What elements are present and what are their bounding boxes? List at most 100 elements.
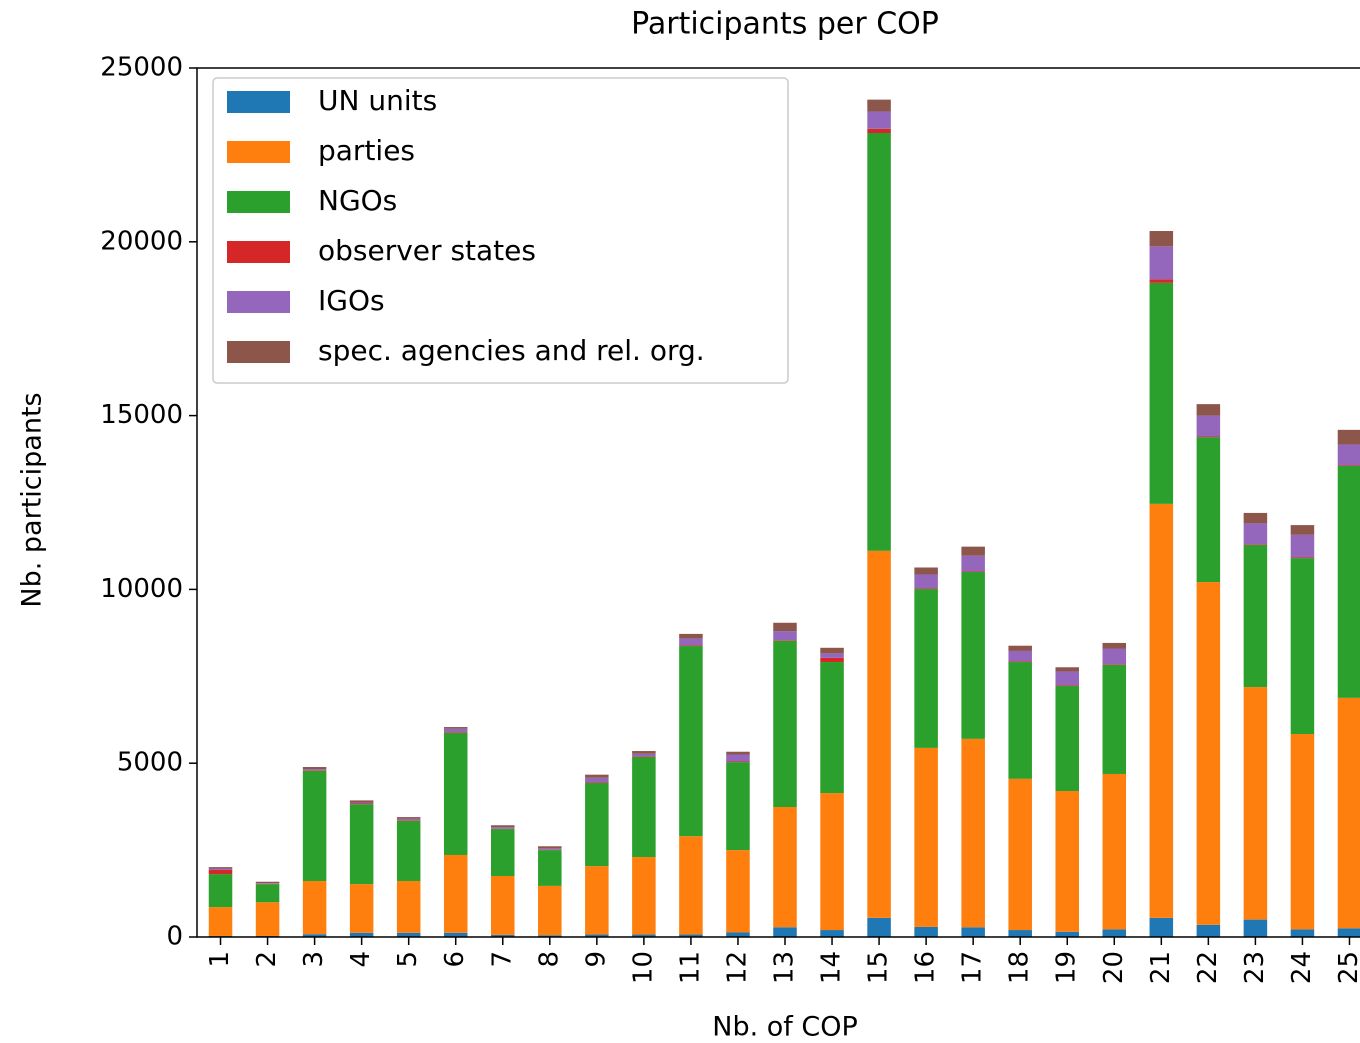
bar-segment <box>867 550 891 918</box>
bar-segment <box>1102 664 1127 774</box>
x-tick-label: 9 <box>581 951 611 968</box>
y-tick-label: 10000 <box>100 574 183 604</box>
bar-segment <box>255 902 280 936</box>
bar-segment <box>867 111 891 129</box>
bar-segment <box>820 657 844 663</box>
bar-segment <box>1196 582 1221 925</box>
bar-segment <box>726 751 750 755</box>
bar-segment <box>585 774 609 778</box>
chart-title: Participants per COP <box>631 7 939 42</box>
y-tick-label: 25000 <box>100 53 183 83</box>
bar-segment <box>1102 929 1127 937</box>
bar-segment <box>961 571 985 573</box>
legend-label: UN units <box>318 84 437 117</box>
y-tick-label: 5000 <box>117 748 183 778</box>
bar-segment <box>679 646 703 837</box>
bar-segment <box>773 927 797 937</box>
bar-segment <box>632 934 656 937</box>
bar-segment <box>491 829 515 876</box>
bar-segment <box>396 881 421 933</box>
bar-segment <box>443 854 468 933</box>
x-tick-label: 19 <box>1052 951 1082 984</box>
bar-segment <box>726 850 750 933</box>
bar-segment <box>1008 645 1032 651</box>
bar-segment <box>538 850 562 886</box>
bar-segment <box>396 932 421 937</box>
legend-swatch <box>227 91 290 113</box>
bar-segment <box>726 932 750 937</box>
x-tick-label: 21 <box>1146 951 1176 984</box>
bar-segment <box>1196 436 1221 438</box>
bar-segment <box>867 133 891 551</box>
bar-segment <box>1196 404 1221 416</box>
bar-segment <box>1290 557 1315 559</box>
x-tick-label: 8 <box>534 951 564 968</box>
x-tick-label: 23 <box>1240 951 1270 984</box>
bar-segment <box>443 727 468 729</box>
legend-swatch <box>227 191 290 213</box>
x-tick-label: 6 <box>440 951 470 968</box>
bar-segment <box>443 732 468 855</box>
x-tick-label: 16 <box>911 951 941 984</box>
bar-segment <box>443 932 468 937</box>
bar-segment <box>302 770 327 771</box>
x-tick-label: 17 <box>958 951 988 984</box>
bar-segment <box>961 555 985 572</box>
bar-segment <box>679 645 703 647</box>
bar-segment <box>961 927 985 937</box>
bar-segment <box>302 769 327 771</box>
bar-segment <box>820 653 844 658</box>
bar-segment <box>1243 544 1268 688</box>
bar-segment <box>1102 664 1127 665</box>
x-tick-label: 5 <box>393 951 423 968</box>
bar-segment <box>1290 929 1315 937</box>
bar-segment <box>396 818 421 821</box>
bar-segment <box>1055 671 1079 686</box>
legend-swatch <box>227 291 290 313</box>
bar-segment <box>679 934 703 937</box>
bar-segment <box>867 128 891 134</box>
bar-segment <box>1196 415 1221 437</box>
bar-segment <box>1055 931 1079 937</box>
bar-segment <box>679 638 703 646</box>
bar-segment <box>1337 928 1360 937</box>
bar-segment <box>1290 534 1315 558</box>
bar-segment <box>773 640 797 807</box>
bar-segment <box>208 867 233 869</box>
bar-segment <box>1290 558 1315 735</box>
bar-segment <box>1008 650 1032 662</box>
bar-segment <box>349 802 374 804</box>
bar-segment <box>1008 778 1032 931</box>
bar-segment <box>1055 667 1079 672</box>
bar-segment <box>1055 685 1079 687</box>
bar-segment <box>820 930 844 937</box>
x-axis-label: Nb. of COP <box>712 1012 858 1043</box>
bar-segment <box>1290 525 1315 535</box>
legend-box <box>212 77 789 384</box>
bar-segment <box>914 567 938 575</box>
bar-segment <box>491 934 515 937</box>
y-axis-label: Nb. participants <box>17 392 48 607</box>
bar-segment <box>443 732 468 733</box>
bar-segment <box>726 754 750 762</box>
bar-segment <box>820 793 844 931</box>
bar-segment <box>632 857 656 935</box>
legend-swatch <box>227 341 290 363</box>
x-tick-label: 2 <box>252 951 282 968</box>
bar-segment <box>1337 444 1360 466</box>
bar-segment <box>538 846 562 849</box>
bar-segment <box>585 783 609 867</box>
bar-segment <box>491 827 515 829</box>
legend-swatch <box>227 141 290 163</box>
bar-segment <box>1149 503 1174 918</box>
legend-label: observer states <box>318 234 536 267</box>
bar-segment <box>632 756 656 757</box>
bar-segment <box>1102 648 1127 665</box>
bar-segment <box>867 99 891 112</box>
x-tick-label: 20 <box>1099 951 1129 984</box>
bar-segment <box>914 747 938 927</box>
x-tick-label: 1 <box>205 951 235 968</box>
legend-swatch <box>227 241 290 263</box>
bar-segment <box>1243 919 1268 937</box>
